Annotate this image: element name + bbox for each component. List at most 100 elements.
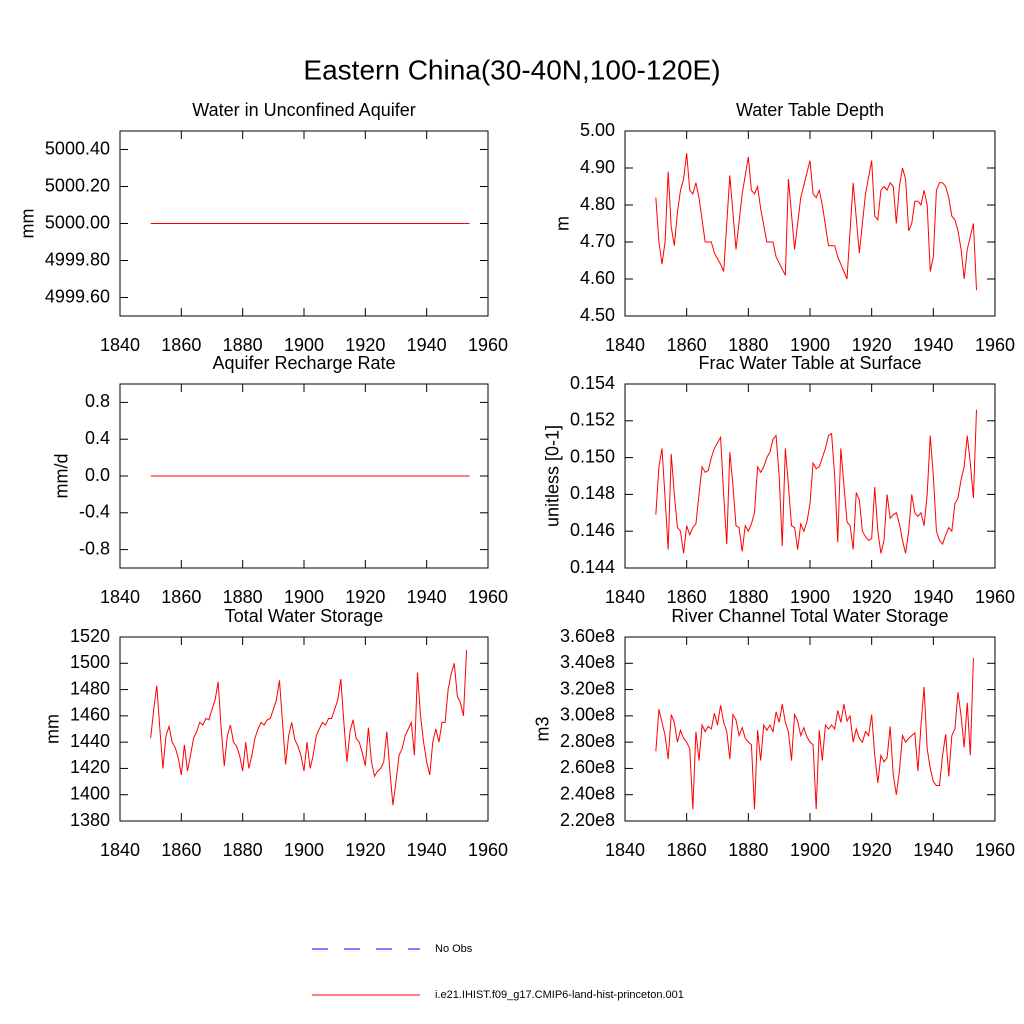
x-tick-label: 1840 (605, 840, 645, 860)
panel-title: Water Table Depth (736, 100, 884, 120)
y-tick-label: 4.50 (580, 305, 615, 325)
x-tick-label: 1940 (407, 840, 447, 860)
x-tick-label: 1900 (284, 335, 324, 355)
x-tick-label: 1860 (161, 840, 201, 860)
x-tick-label: 1880 (728, 335, 768, 355)
x-tick-label: 1900 (284, 587, 324, 607)
y-tick-label: 1440 (70, 731, 110, 751)
x-tick-label: 1860 (667, 840, 707, 860)
y-tick-label: 1380 (70, 810, 110, 830)
y-tick-label: 4999.60 (45, 286, 110, 306)
y-tick-label: 0.0 (85, 465, 110, 485)
x-tick-label: 1880 (223, 840, 263, 860)
y-tick-label: 4999.80 (45, 249, 110, 269)
y-tick-label: 4.90 (580, 157, 615, 177)
y-axis-label: mm/d (52, 454, 72, 499)
legend-label: i.e21.IHIST.f09_g17.CMIP6-land-hist-prin… (435, 989, 684, 1001)
x-tick-label: 1940 (407, 335, 447, 355)
panel-title: Frac Water Table at Surface (698, 353, 921, 373)
panel-title: Aquifer Recharge Rate (212, 353, 395, 373)
y-tick-label: 0.144 (570, 557, 615, 577)
y-tick-label: 1460 (70, 705, 110, 725)
x-tick-label: 1940 (913, 840, 953, 860)
y-axis-label: mm (18, 209, 38, 239)
data-line (655, 409, 977, 554)
x-tick-label: 1920 (852, 587, 892, 607)
y-tick-label: 0.148 (570, 483, 615, 503)
y-tick-label: 2.20e8 (560, 810, 615, 830)
y-tick-label: 4.60 (580, 268, 615, 288)
x-tick-label: 1860 (161, 587, 201, 607)
y-tick-label: 3.60e8 (560, 626, 615, 646)
x-tick-label: 1900 (284, 840, 324, 860)
y-tick-label: 3.40e8 (560, 652, 615, 672)
x-tick-label: 1880 (728, 587, 768, 607)
x-tick-label: 1920 (852, 335, 892, 355)
y-tick-label: 1480 (70, 678, 110, 698)
figure-title: Eastern China(30-40N,100-120E) (303, 54, 720, 85)
data-line (655, 658, 974, 810)
data-line (655, 153, 977, 291)
y-tick-label: 0.154 (570, 373, 615, 393)
y-tick-label: -0.4 (79, 502, 110, 522)
x-tick-label: 1880 (223, 335, 263, 355)
y-tick-label: 2.40e8 (560, 783, 615, 803)
y-tick-label: 1420 (70, 757, 110, 777)
x-tick-label: 1860 (161, 335, 201, 355)
x-tick-label: 1900 (790, 840, 830, 860)
x-tick-label: 1960 (975, 587, 1015, 607)
x-tick-label: 1960 (468, 587, 508, 607)
x-tick-label: 1960 (468, 335, 508, 355)
y-tick-label: 5000.20 (45, 175, 110, 195)
x-tick-label: 1960 (468, 840, 508, 860)
data-line (150, 650, 468, 806)
y-tick-label: 5.00 (580, 120, 615, 140)
y-tick-label: -0.8 (79, 538, 110, 558)
y-axis-label: mm (43, 714, 63, 744)
y-tick-label: 0.4 (85, 428, 110, 448)
x-tick-label: 1960 (975, 335, 1015, 355)
x-tick-label: 1840 (100, 335, 140, 355)
legend-label: No Obs (435, 943, 473, 955)
y-tick-label: 1400 (70, 783, 110, 803)
x-tick-label: 1940 (407, 587, 447, 607)
y-tick-label: 2.60e8 (560, 757, 615, 777)
y-axis-label: m3 (533, 716, 553, 741)
y-tick-label: 1520 (70, 626, 110, 646)
x-tick-label: 1880 (728, 840, 768, 860)
y-tick-label: 4.80 (580, 194, 615, 214)
y-tick-label: 2.80e8 (560, 731, 615, 751)
y-tick-label: 0.146 (570, 520, 615, 540)
x-tick-label: 1900 (790, 587, 830, 607)
y-tick-label: 5000.00 (45, 212, 110, 232)
panel-title: River Channel Total Water Storage (671, 606, 948, 626)
x-tick-label: 1900 (790, 335, 830, 355)
x-tick-label: 1840 (605, 335, 645, 355)
y-tick-label: 3.20e8 (560, 678, 615, 698)
y-axis-label: unitless [0-1] (543, 425, 563, 527)
y-tick-label: 0.8 (85, 391, 110, 411)
y-tick-label: 5000.40 (45, 138, 110, 158)
x-tick-label: 1840 (605, 587, 645, 607)
x-tick-label: 1860 (667, 335, 707, 355)
plot-frame (624, 130, 996, 317)
x-tick-label: 1920 (345, 587, 385, 607)
x-tick-label: 1920 (345, 335, 385, 355)
y-tick-label: 1500 (70, 652, 110, 672)
x-tick-label: 1940 (913, 335, 953, 355)
x-tick-label: 1880 (223, 587, 263, 607)
y-tick-label: 3.00e8 (560, 705, 615, 725)
y-tick-label: 0.152 (570, 410, 615, 430)
y-tick-label: 4.70 (580, 231, 615, 251)
x-tick-label: 1920 (345, 840, 385, 860)
y-axis-label: m (553, 216, 573, 231)
x-tick-label: 1840 (100, 587, 140, 607)
panel-title: Water in Unconfined Aquifer (192, 100, 415, 120)
x-tick-label: 1860 (667, 587, 707, 607)
y-tick-label: 0.150 (570, 446, 615, 466)
panel-title: Total Water Storage (225, 606, 383, 626)
x-tick-label: 1840 (100, 840, 140, 860)
plot-frame (119, 636, 489, 822)
x-tick-label: 1940 (913, 587, 953, 607)
